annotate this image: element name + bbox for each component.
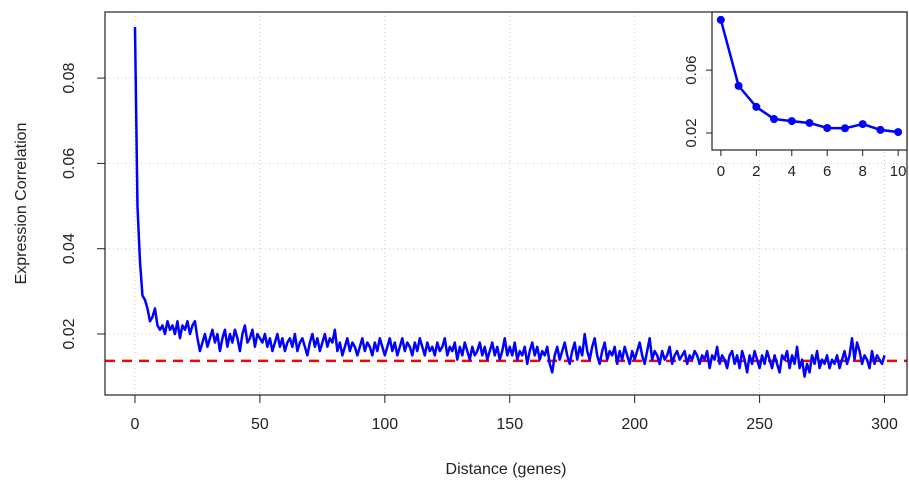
y-tick-label: 0.06	[683, 56, 700, 85]
plot-frame	[104, 11, 908, 396]
x-tick-label: 6	[823, 163, 831, 180]
plot-frame	[711, 11, 908, 151]
x-tick-label: 2	[752, 163, 760, 180]
x-axis-label: Distance (genes)	[446, 461, 567, 478]
y-tick-label: 0.06	[61, 148, 78, 179]
y-tick-label: 0.04	[61, 233, 78, 264]
data-point	[823, 123, 832, 132]
data-point	[770, 115, 779, 124]
data-point	[858, 120, 867, 129]
x-tick-label: 150	[496, 416, 523, 433]
data-point	[734, 81, 743, 90]
x-tick-label: 8	[859, 163, 867, 180]
data-point	[716, 15, 725, 24]
data-point	[876, 125, 885, 134]
data-point	[752, 102, 761, 111]
y-tick-label: 0.02	[683, 118, 700, 147]
x-tick-label: 50	[251, 416, 269, 433]
data-point	[894, 128, 903, 137]
x-tick-label: 300	[871, 416, 898, 433]
data-point	[787, 117, 796, 126]
x-tick-label: 0	[131, 416, 140, 433]
x-tick-label: 4	[788, 163, 796, 180]
data-line	[133, 26, 886, 378]
data-point	[805, 118, 814, 127]
x-tick-label: 250	[746, 416, 773, 433]
y-tick-label: 0.08	[61, 62, 78, 93]
x-tick-label: 200	[621, 416, 648, 433]
data-point	[840, 124, 849, 133]
y-tick-label: 0.02	[61, 318, 78, 349]
y-axis-label: Expression Correlation	[13, 123, 30, 285]
x-tick-label: 0	[717, 163, 725, 180]
x-tick-label: 10	[890, 163, 907, 180]
x-tick-label: 100	[371, 416, 398, 433]
